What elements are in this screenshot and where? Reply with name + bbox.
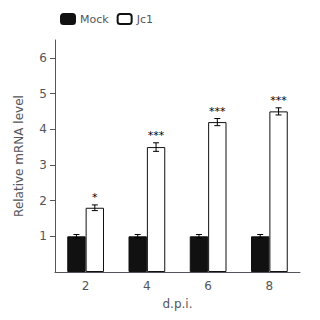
svg-text:d.p.i.: d.p.i. xyxy=(162,297,192,311)
svg-text:Mock: Mock xyxy=(80,13,109,26)
svg-text:***: *** xyxy=(148,129,165,142)
svg-text:6: 6 xyxy=(204,279,212,293)
svg-text:Jc1: Jc1 xyxy=(136,13,153,26)
svg-text:2: 2 xyxy=(82,279,90,293)
svg-text:4: 4 xyxy=(39,122,47,136)
svg-text:8: 8 xyxy=(266,279,274,293)
svg-text:6: 6 xyxy=(39,51,47,65)
svg-text:Relative mRNA level: Relative mRNA level xyxy=(12,95,26,217)
svg-text:3: 3 xyxy=(39,158,47,172)
svg-text:1: 1 xyxy=(39,229,47,243)
svg-text:***: *** xyxy=(270,94,287,107)
svg-text:2: 2 xyxy=(39,194,47,208)
svg-text:*: * xyxy=(92,191,98,204)
svg-text:***: *** xyxy=(209,105,226,118)
svg-text:5: 5 xyxy=(39,87,47,101)
svg-text:4: 4 xyxy=(143,279,151,293)
